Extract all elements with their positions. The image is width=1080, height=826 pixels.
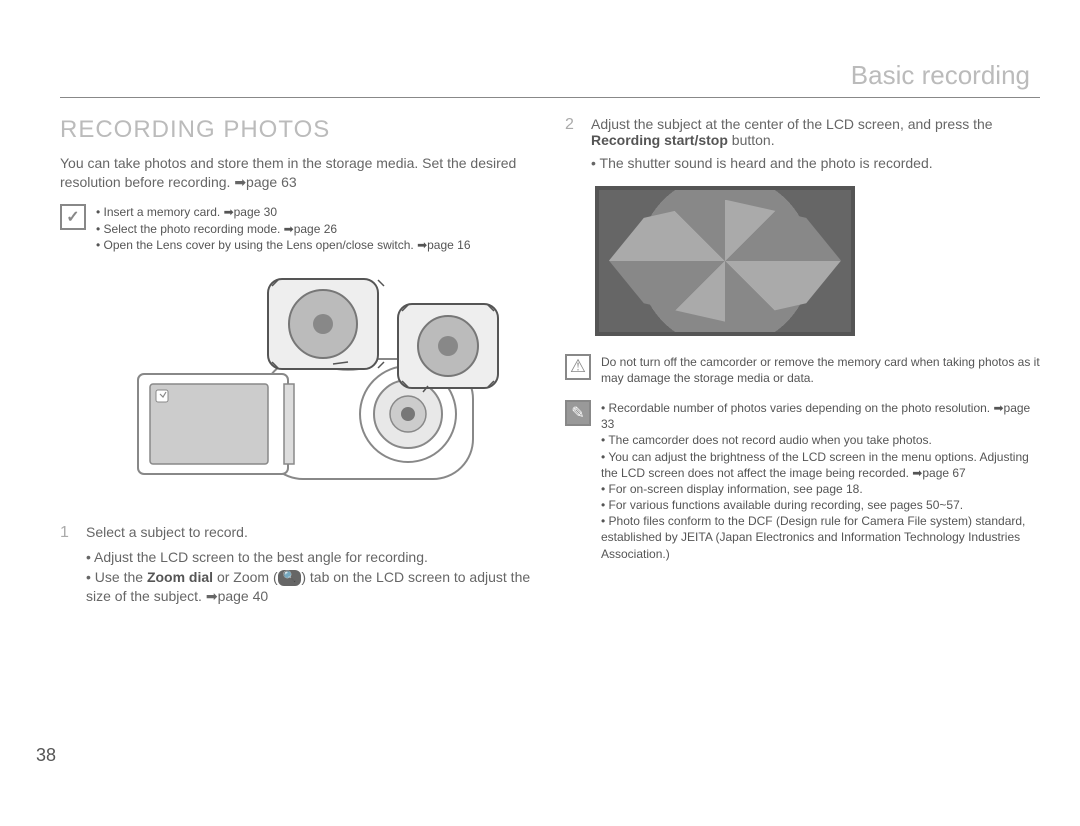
list-item: Photo files conform to the DCF (Design r… — [601, 513, 1040, 562]
right-column: 2 Adjust the subject at the center of th… — [565, 116, 1040, 607]
info-note: Recordable number of photos varies depen… — [565, 400, 1040, 562]
zoom-icon: 🔍 — [278, 570, 302, 585]
step-number: 2 — [565, 116, 579, 148]
list-item: For on-screen display information, see p… — [601, 481, 1040, 497]
step-1-bullets: Adjust the LCD screen to the best angle … — [60, 548, 535, 607]
aperture-blades-icon — [609, 200, 841, 322]
warning-icon — [565, 354, 591, 380]
list-item: Select the photo recording mode. ➡page 2… — [96, 221, 471, 238]
text-fragment: button. — [728, 132, 775, 148]
camcorder-illustration — [88, 274, 508, 504]
step-text: Adjust the subject at the center of the … — [591, 116, 1040, 148]
camcorder-svg — [88, 274, 508, 504]
two-column-layout: RECORDING PHOTOS You can take photos and… — [60, 116, 1040, 607]
precheck-note: Insert a memory card. ➡page 30 Select th… — [60, 204, 535, 254]
list-item: Insert a memory card. ➡page 30 — [96, 204, 471, 221]
step-2: 2 Adjust the subject at the center of th… — [565, 116, 1040, 148]
aperture-illustration — [595, 186, 855, 336]
list-item: You can adjust the brightness of the LCD… — [601, 449, 1040, 481]
list-item: Use the Zoom dial or Zoom (🔍) tab on the… — [86, 568, 535, 607]
list-item: Recordable number of photos varies depen… — [601, 400, 1040, 432]
list-item: Open the Lens cover by using the Lens op… — [96, 237, 471, 254]
text-fragment: Adjust the subject at the center of the … — [591, 116, 993, 132]
left-column: RECORDING PHOTOS You can take photos and… — [60, 116, 535, 607]
info-list: Recordable number of photos varies depen… — [601, 400, 1040, 562]
warning-note: Do not turn off the camcorder or remove … — [565, 354, 1040, 386]
bold-term: Recording start/stop — [591, 132, 728, 148]
chapter-title: Basic recording — [851, 60, 1030, 90]
bold-term: Zoom dial — [147, 569, 213, 585]
list-item: The camcorder does not record audio when… — [601, 432, 1040, 448]
intro-paragraph: You can take photos and store them in th… — [60, 154, 535, 192]
list-item: For various functions available during r… — [601, 497, 1040, 513]
list-item: The shutter sound is heard and the photo… — [591, 154, 1040, 174]
warning-text: Do not turn off the camcorder or remove … — [601, 354, 1040, 386]
step-number: 1 — [60, 524, 74, 542]
precheck-list: Insert a memory card. ➡page 30 Select th… — [96, 204, 471, 254]
section-title: RECORDING PHOTOS — [60, 116, 535, 144]
page-number: 38 — [36, 745, 56, 766]
text-fragment: or Zoom ( — [213, 569, 278, 585]
pencil-icon — [565, 400, 591, 426]
list-item: Adjust the LCD screen to the best angle … — [86, 548, 535, 568]
checkmark-icon — [60, 204, 86, 230]
step-text: Select a subject to record. — [86, 524, 535, 542]
text-fragment: Use the — [95, 569, 147, 585]
chapter-header: Basic recording — [60, 60, 1040, 98]
step-1: 1 Select a subject to record. — [60, 524, 535, 542]
page-ref: ➡page 63 — [234, 174, 296, 190]
step-2-bullets: The shutter sound is heard and the photo… — [565, 154, 1040, 174]
